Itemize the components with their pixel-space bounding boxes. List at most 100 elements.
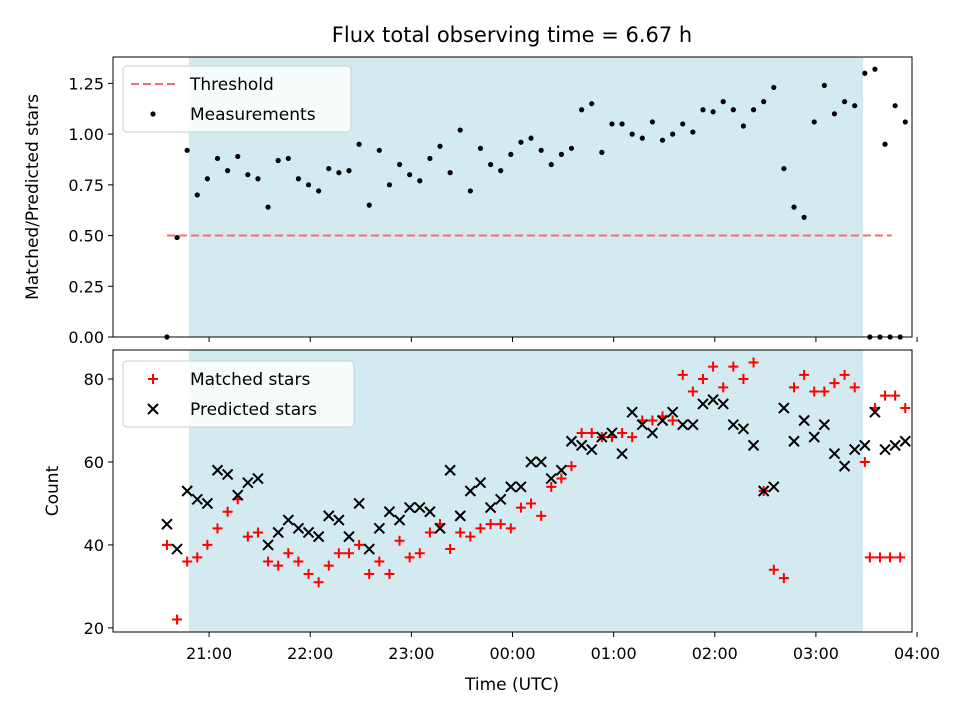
measurement-point (609, 121, 615, 127)
measurement-point (841, 99, 848, 105)
x-tick-label: 03:00 (793, 644, 839, 663)
measurement-point (518, 139, 524, 145)
measurement-point (417, 178, 423, 184)
predicted-star-point (788, 435, 800, 447)
matched-star-point (161, 539, 172, 550)
measurement-point (892, 103, 898, 109)
y-axis-ticks-top: 0.00 0.25 0.50 0.75 1.00 1.25 (68, 74, 113, 347)
x-tick-label: 22:00 (287, 644, 333, 663)
legend-box-top (122, 65, 352, 133)
predicted-star-point (677, 418, 689, 431)
matched-star-point (505, 523, 516, 534)
measurement-point (619, 121, 625, 127)
matched-star-point (414, 548, 425, 559)
measurement-point (811, 119, 817, 125)
measurement-point (407, 172, 413, 178)
matched-star-point (242, 531, 253, 542)
measurement-point (467, 188, 473, 194)
measurement-point (437, 143, 443, 149)
matched-star-point (864, 552, 875, 563)
matched-star-point (647, 415, 658, 426)
measurement-point (720, 99, 726, 105)
measurement-point (821, 82, 827, 89)
predicted-star-point (575, 439, 588, 452)
matched-star-point (880, 390, 891, 401)
measurement-point (740, 123, 747, 129)
legend-plus-marker (148, 374, 158, 384)
predicted-star-point (616, 447, 628, 460)
predicted-star-point (484, 501, 497, 514)
predicted-star-point (747, 439, 760, 452)
count-panel-frame (112, 349, 913, 633)
predicted-star-point (494, 493, 507, 506)
measurement-point (508, 151, 514, 157)
predicted-star-point (211, 464, 224, 476)
matched-star-point (182, 556, 193, 567)
measurement-point (538, 147, 544, 153)
legend-matched-label: Matched stars (190, 370, 310, 390)
measurement-point (346, 168, 352, 174)
matched-star-point (263, 556, 274, 567)
measurement-point (882, 141, 888, 147)
y-tick-top-label: 0.25 (68, 277, 104, 296)
predicted-star-point (778, 402, 790, 414)
y-tick-top-label: 0.00 (68, 328, 104, 347)
matched-star-point (374, 556, 385, 567)
predicted-star-point (606, 427, 618, 439)
matched-star-point (895, 552, 906, 563)
count-panel: 20 40 60 80 21:00 22:00 23:00 00:00 01:00 02:00 0… (43, 349, 940, 695)
matched-star-point (687, 386, 698, 397)
measurement-point (629, 131, 635, 137)
legend-threshold-label: Threshold (189, 75, 274, 95)
predicted-star-point (434, 522, 446, 535)
legend-predicted-label: Predicted stars (190, 400, 317, 420)
predicted-star-point (737, 423, 750, 435)
matched-star-point (273, 560, 284, 571)
measurement-point (639, 135, 645, 141)
measurement-point (285, 155, 291, 162)
matched-star-point (485, 519, 496, 530)
measurement-point (326, 165, 332, 172)
y-tick-top-label: 1.25 (68, 74, 104, 93)
predicted-star-point (626, 406, 638, 418)
matched-star-point (222, 506, 233, 517)
matched-star-point (738, 374, 749, 385)
measurement-point (700, 107, 706, 113)
measurement-point (457, 127, 463, 133)
measurement-point (710, 109, 716, 115)
predicted-star-point (707, 394, 719, 406)
legend-cross-marker (147, 403, 159, 415)
predicted-star-point (555, 464, 568, 476)
measurement-point (386, 182, 393, 188)
measurement-point (730, 107, 736, 113)
measurement-point (305, 182, 312, 188)
ratio-panel: 0.00 0.25 0.50 0.75 1.00 1.25 Matched/Predict… (23, 56, 918, 347)
predicted-star-point (292, 522, 305, 535)
matched-star-point (536, 510, 547, 521)
measurement-point (680, 121, 686, 127)
legend-measurements-swatch (150, 111, 156, 117)
measurement-point (376, 147, 382, 153)
ratio-legend: Threshold Measurements (122, 65, 352, 133)
measurement-point (194, 192, 200, 198)
matched-star-points (161, 357, 911, 625)
matched-star-point (874, 552, 885, 563)
measurement-point (245, 172, 251, 178)
predicted-star-point (201, 497, 214, 510)
matched-star-point (546, 481, 557, 492)
measurement-point (791, 204, 797, 210)
measurement-point (447, 170, 453, 176)
legend-measurements-label: Measurements (190, 105, 316, 125)
predicted-star-point (252, 472, 264, 485)
y-tick-bottom-label: 20 (84, 619, 104, 638)
y-tick-bottom-label: 40 (84, 536, 104, 555)
y-tick-top-label: 0.50 (68, 227, 104, 246)
measurement-point (295, 176, 302, 182)
predicted-star-point (646, 427, 659, 439)
predicted-star-point (859, 439, 871, 452)
measurement-point (548, 161, 554, 168)
predicted-star-point (333, 514, 345, 526)
predicted-star-point (727, 418, 740, 431)
predicted-star-point (687, 418, 699, 431)
legend-matched-swatch (148, 374, 158, 384)
